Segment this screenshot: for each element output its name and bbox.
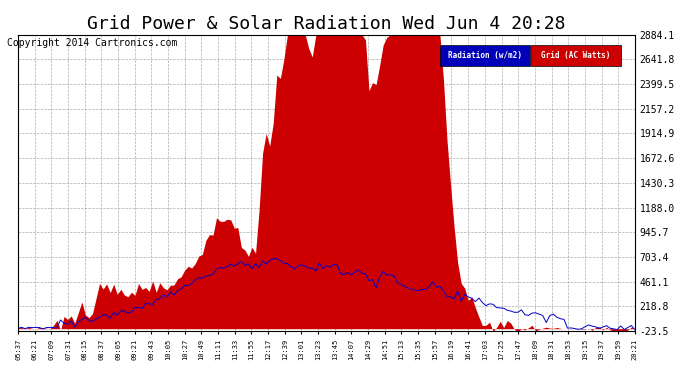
Text: Radiation (w/m2): Radiation (w/m2) <box>448 51 522 60</box>
Text: Copyright 2014 Cartronics.com: Copyright 2014 Cartronics.com <box>7 38 177 48</box>
Text: Grid (AC Watts): Grid (AC Watts) <box>542 51 611 60</box>
Title: Grid Power & Solar Radiation Wed Jun 4 20:28: Grid Power & Solar Radiation Wed Jun 4 2… <box>87 15 566 33</box>
